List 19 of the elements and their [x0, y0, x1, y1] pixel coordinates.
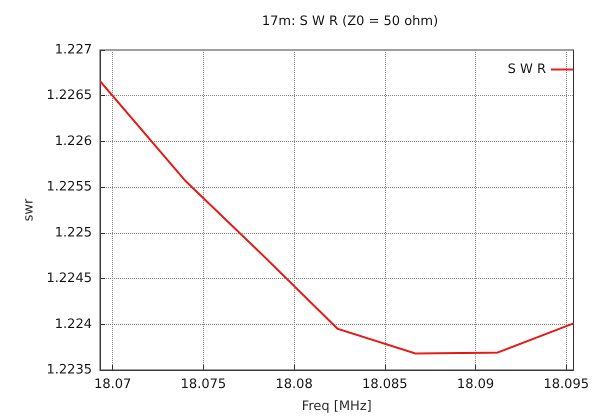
- x-tick-label: 18.075: [180, 377, 226, 392]
- y-tick-label: 1.225: [54, 225, 92, 240]
- x-tick-label: 18.07: [94, 377, 132, 392]
- y-axis-title: swr: [22, 198, 37, 222]
- x-tick-label: 18.08: [276, 377, 313, 392]
- y-tick-label: 1.2265: [46, 88, 92, 104]
- y-tick-label: 1.2255: [46, 180, 92, 195]
- legend-label: S W R: [508, 62, 546, 77]
- y-tick-label: 1.227: [54, 42, 92, 58]
- chart-title: 17m: S W R (Z0 = 50 ohm): [262, 14, 438, 29]
- line-series: [99, 80, 575, 355]
- x-tick-label: 18.085: [362, 377, 408, 392]
- y-tick-label: 1.226: [54, 134, 92, 149]
- y-tick-label: 1.2235: [46, 362, 92, 378]
- x-tick-label: 18.09: [456, 377, 494, 392]
- y-tick-label: 1.224: [54, 316, 92, 332]
- y-tick-label: 1.2245: [46, 271, 92, 286]
- x-axis-title: Freq [MHz]: [302, 399, 372, 414]
- x-tick-label: 18.095: [544, 377, 590, 392]
